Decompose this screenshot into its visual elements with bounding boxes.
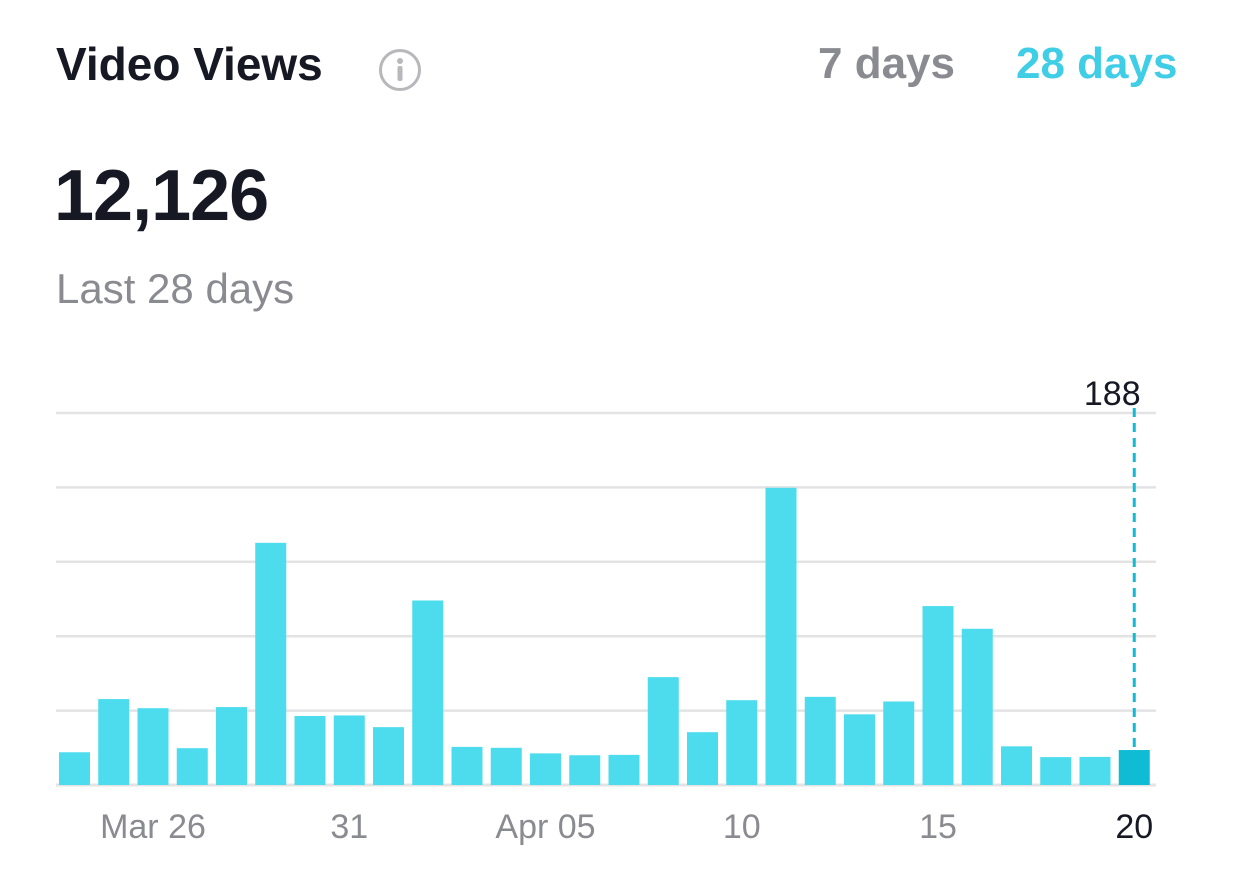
bar[interactable] (883, 701, 915, 785)
bar[interactable] (294, 715, 326, 785)
chart-x-tick-labels: Mar 26 31 Apr 05 10 15 20 (100, 808, 1153, 846)
chart-selection-marker: 188 (1084, 375, 1141, 751)
bar[interactable] (687, 732, 718, 785)
period-label: Last 28 days (56, 265, 295, 312)
bar[interactable] (451, 746, 483, 785)
selected-value-label: 188 (1084, 375, 1141, 413)
info-icon[interactable] (378, 48, 422, 92)
bar[interactable] (412, 600, 444, 785)
tab-7-days[interactable]: 7 days (818, 39, 955, 88)
bar[interactable] (98, 699, 130, 785)
bar-selected[interactable] (1118, 750, 1150, 785)
bar[interactable] (176, 748, 208, 785)
x-tick-label: 31 (330, 808, 368, 846)
bar[interactable] (373, 727, 404, 785)
bar[interactable] (765, 487, 797, 785)
x-tick-label: 20 (1115, 808, 1153, 846)
bar[interactable] (255, 542, 287, 785)
bar[interactable] (804, 696, 836, 785)
bar[interactable] (1001, 746, 1032, 785)
bar[interactable] (1079, 756, 1111, 785)
bar[interactable] (333, 715, 365, 785)
bar[interactable] (844, 714, 875, 785)
x-tick-label: 10 (723, 808, 761, 846)
bar[interactable] (608, 754, 640, 785)
bar[interactable] (1040, 757, 1072, 785)
bar[interactable] (530, 753, 561, 785)
bar[interactable] (490, 747, 522, 785)
x-tick-label: Apr 05 (495, 808, 595, 846)
bar[interactable] (569, 755, 601, 785)
bar[interactable] (137, 708, 169, 785)
x-tick-label: Mar 26 (100, 808, 206, 846)
bar[interactable] (216, 707, 247, 785)
bar[interactable] (726, 700, 758, 785)
bar[interactable] (922, 606, 954, 785)
x-tick-label: 15 (919, 808, 957, 846)
tab-28-days[interactable]: 28 days (1016, 39, 1178, 88)
chart-bars (59, 487, 1150, 785)
bar[interactable] (647, 677, 679, 785)
total-views-value: 12,126 (54, 156, 269, 236)
page-title: Video Views (56, 38, 323, 90)
bar[interactable] (961, 628, 993, 785)
bar[interactable] (59, 752, 90, 785)
